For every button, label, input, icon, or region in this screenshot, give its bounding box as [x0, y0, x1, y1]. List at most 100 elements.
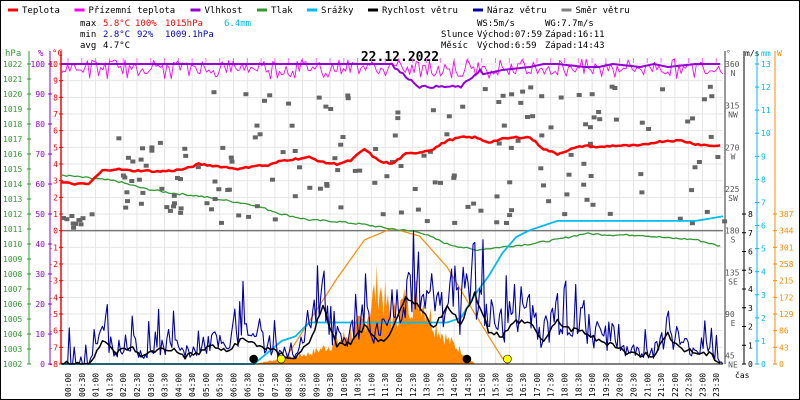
wind-direction-point: [380, 212, 386, 217]
wind-direction-point: [530, 114, 536, 119]
x-tick-15:00: 15:00: [478, 373, 487, 397]
wind-direction-point: [149, 148, 155, 153]
solar-tick-129: 129: [779, 310, 794, 319]
pressure-tick-1020: 1020: [3, 90, 22, 99]
pressure-tick-1015: 1015: [3, 165, 22, 174]
wind-direction-point: [328, 107, 334, 111]
wind-direction-point: [332, 156, 338, 161]
wind-direction-point: [262, 98, 267, 103]
wind-direction-point: [451, 175, 457, 180]
wind-direction-point: [646, 127, 652, 131]
stat-avg-temp: 4.7°C: [103, 41, 130, 51]
rain-axis-label: mm: [761, 49, 771, 58]
wind-direction-point: [149, 145, 155, 150]
wind-direction-point: [138, 201, 144, 206]
temperature-tick--4: -4: [48, 293, 58, 302]
wind-direction-point: [292, 149, 298, 153]
direction-axis-label: °: [726, 49, 731, 58]
stat-max-label: max: [80, 19, 97, 29]
wind-direction-point: [212, 179, 218, 184]
x-tick-10:00: 10:00: [340, 373, 349, 397]
stat-max-humidity: 100%: [135, 19, 157, 29]
temperature-axis-label: °C: [52, 49, 63, 59]
x-axis-label: čas: [735, 370, 750, 380]
wind-direction-point: [317, 186, 323, 191]
wind-direction-point: [690, 116, 695, 121]
temperature-tick-10: 10: [48, 60, 58, 69]
pressure-tick-1021: 1021: [3, 75, 22, 84]
pressure-tick-1013: 1013: [3, 195, 22, 204]
humidity-line: [61, 63, 721, 89]
x-tick-16:30: 16:30: [519, 373, 528, 397]
wind-direction-point: [129, 179, 135, 183]
rain-tick-11: 11: [761, 106, 771, 115]
wind-direction-point: [660, 87, 665, 92]
x-tick-15:30: 15:30: [492, 373, 501, 397]
wind-direction-point: [345, 96, 351, 101]
x-tick-06:30: 06:30: [243, 373, 252, 397]
wind-direction-point: [398, 164, 404, 168]
wind-direction-point: [338, 205, 344, 210]
wind-direction-point: [270, 177, 275, 182]
wind-direction-point: [460, 104, 466, 109]
wind-direction-point: [130, 159, 136, 164]
stat-max-temp: 5.8°C: [103, 19, 130, 29]
wind-direction-point: [395, 110, 401, 115]
x-tick-07:30: 07:30: [271, 373, 280, 397]
wind-direction-point: [226, 187, 232, 192]
wind-direction-point: [471, 201, 477, 206]
wind-direction-point: [546, 199, 552, 204]
wind-direction-point: [116, 136, 122, 141]
wind-direction-point: [692, 165, 698, 170]
temperature-tick-9: 9: [53, 77, 58, 86]
wind-direction-point: [171, 204, 177, 209]
pressure-tick-1012: 1012: [3, 210, 22, 219]
sunrise-time: Východ:07:59: [477, 30, 542, 40]
wind-direction-point: [398, 210, 404, 215]
wind-direction-point: [482, 87, 488, 92]
wind-direction-point: [504, 221, 509, 225]
legend-label-6: Náraz větru: [487, 6, 547, 16]
wind-direction-point: [257, 132, 263, 137]
chart-title: 22.12.2022: [361, 50, 439, 65]
wind-direction-point: [143, 163, 149, 168]
pressure-tick-1022: 1022: [3, 60, 22, 69]
legend-label-5: Rychlost větru: [382, 6, 458, 16]
wind-direction-point: [478, 208, 484, 213]
wind-direction-point: [609, 84, 615, 89]
pressure-axis-label: hPa: [5, 49, 21, 59]
x-tick-18:00: 18:00: [561, 373, 570, 397]
wind-direction-point: [122, 175, 128, 180]
wind-direction-point: [507, 213, 513, 218]
wind-direction-point: [591, 115, 597, 120]
stat-avg-label: avg: [80, 41, 96, 51]
wind-direction-point: [209, 207, 214, 212]
wind-direction-point: [597, 117, 603, 122]
x-tick-23:00: 23:00: [698, 373, 707, 397]
wind-direction-point: [140, 146, 145, 151]
wind-direction-point: [541, 183, 546, 188]
x-tick-07:00: 07:00: [257, 373, 266, 397]
wind-direction-point: [704, 209, 710, 214]
solar-tick-301: 301: [779, 243, 794, 252]
x-tick-03:00: 03:00: [147, 373, 156, 397]
rain-tick-12: 12: [761, 83, 771, 92]
moonrise-time: Východ:6:59: [477, 41, 537, 51]
pressure-tick-1004: 1004: [3, 330, 22, 339]
wind-direction-point: [292, 194, 298, 199]
wind-direction-point: [254, 123, 260, 128]
rain-tick-4: 4: [761, 268, 766, 277]
wind-direction-point: [395, 116, 401, 121]
wind-direction-point: [372, 180, 378, 185]
x-tick-19:30: 19:30: [602, 373, 611, 397]
wind-direction-point: [538, 166, 544, 171]
pressure-tick-1009: 1009: [3, 255, 22, 264]
wind-direction-point: [323, 104, 329, 109]
rain-tick-10: 10: [761, 129, 771, 138]
wind-direction-point: [709, 94, 715, 99]
x-tick-18:30: 18:30: [574, 373, 583, 397]
wind-direction-point: [612, 86, 618, 90]
wind-direction-point: [164, 205, 170, 210]
humidity-tick-60: 60: [35, 180, 45, 189]
temperature-tick--7: -7: [48, 343, 58, 352]
